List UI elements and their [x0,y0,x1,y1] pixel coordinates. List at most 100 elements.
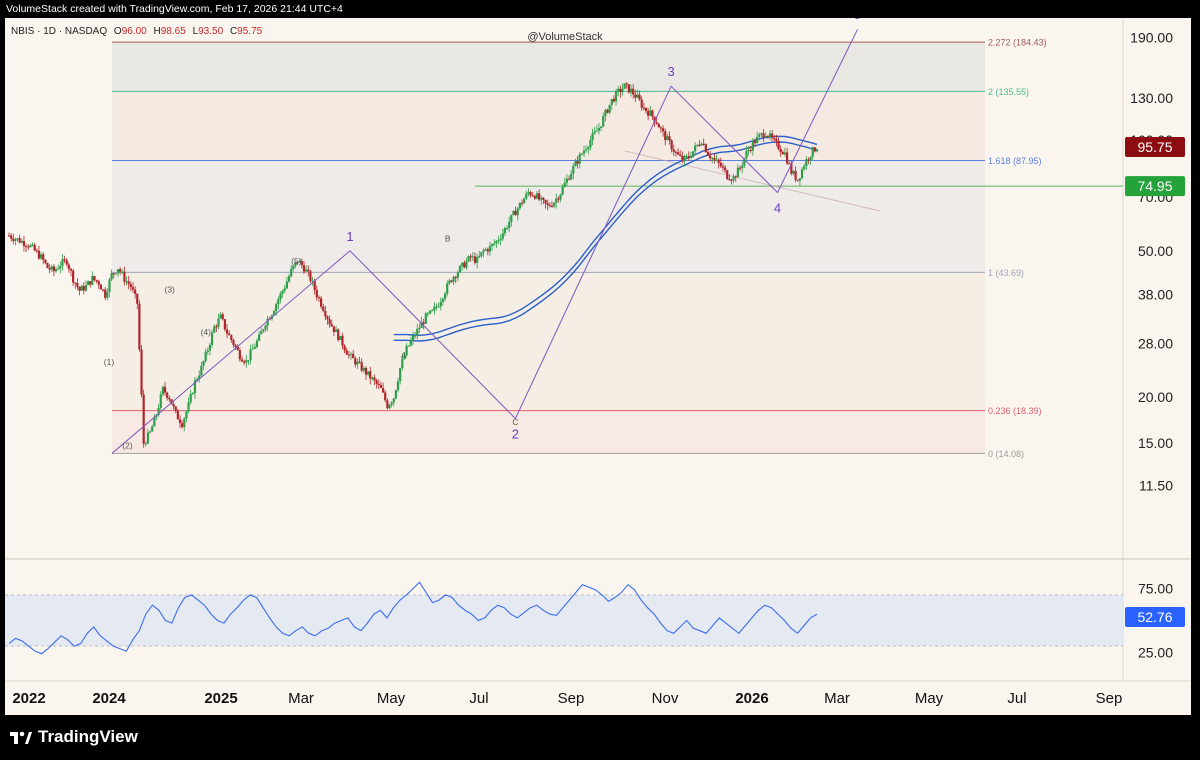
fib-retracement[interactable]: 0 (14.08) 0.236 (18.39) 1 (43.69) 1.618 (87… [112,38,1047,459]
header-text: VolumeStack created with TradingView.com… [6,3,343,15]
candle-body [148,431,152,433]
candle-body [593,131,596,134]
chart-svg[interactable]: 0 (14.08) 0.236 (18.39) 1 (43.69) 1.618 (87… [5,0,1191,715]
candle-body [813,147,816,152]
elliott-wave-path[interactable] [111,28,859,454]
low-label: L [193,26,199,37]
fib-zone-3 [112,91,985,161]
candle-body [726,170,729,180]
price-badge-label: 95.75 [1137,139,1172,155]
candle-body [29,245,32,248]
rsi-tick-label: 75.00 [1138,581,1173,597]
candle-body [183,418,186,428]
candle-body [298,261,301,263]
candle-body [535,193,539,199]
open-label: O [114,26,122,37]
candle-body [134,289,137,294]
candle-body [732,176,735,181]
candle-body [204,351,207,362]
candle-body [632,88,635,95]
time-axis[interactable]: 2022 2024 2025 Mar May Jul Sep Nov 2026 Mar May Jul… [12,690,1122,707]
candle-body [89,281,92,285]
candle-body [373,377,376,381]
wave-label-4: 4 [774,201,781,216]
candle-body [78,286,81,291]
candle-body [369,371,372,379]
candle-body [174,406,177,411]
candle-body [219,314,222,319]
rsi-band [5,594,1123,647]
candle-body [223,319,226,330]
footer-bar: TradingView [0,720,1200,760]
price-tick-label: 15.00 [1138,435,1173,451]
candle-body [711,157,714,159]
candle-body [138,303,141,350]
candle-body [414,335,417,337]
candle-body [317,297,321,299]
candle-body [600,126,603,129]
candle-body [644,107,648,112]
candle-body [629,88,633,93]
close-label: C [230,26,237,37]
minor-label: A [401,350,407,360]
candle-body [238,350,241,360]
candle-body [200,365,203,376]
candle-body [14,239,17,241]
candle-body [46,262,49,269]
candle-body [42,254,45,260]
candle-body [196,379,199,381]
candle-body [352,353,355,359]
minor-label: (2) [122,441,133,451]
candle-body [443,293,447,299]
candle-body [783,152,787,155]
candle-body [807,159,810,161]
price-tick-label: 50.00 [1138,243,1173,259]
time-tick-label: May [915,690,944,707]
rsi-line[interactable] [8,581,818,655]
candle-body [700,143,703,146]
candle-body [563,182,566,187]
candle-body [225,329,229,334]
candle-body [610,98,613,105]
candle-body [69,268,73,271]
candle-body [377,383,380,385]
minor-label: (1) [104,357,115,367]
candle-body [582,150,586,154]
minor-label: (3) [164,285,175,295]
candle-body [208,344,212,351]
candle-body [172,404,175,407]
fib-zone-4 [112,42,985,92]
candle-body [245,360,248,363]
candle-body [505,227,509,229]
candle-body [567,178,571,180]
candle-body [210,332,214,345]
candle-body [542,197,545,200]
price-axis[interactable]: 325.00250.00190.00130.00100.0070.0050.00… [1130,0,1173,494]
candle-body [328,319,331,325]
candle-body [305,269,308,272]
candle-body [131,287,135,290]
candle-body [91,276,94,285]
time-tick-label: Sep [1096,690,1123,707]
candle-body [379,384,383,388]
candle-body [508,221,511,228]
time-tick-label: Sep [558,690,585,707]
candle-body [52,266,55,272]
candle-body [33,244,36,251]
candle-body [559,194,562,200]
price-tick-label: 20.00 [1138,389,1173,405]
candlesticks [7,82,819,448]
candle-body [136,293,139,304]
candle-body [95,279,98,282]
candle-body [217,318,220,327]
candle-body [287,276,291,282]
candle-body [144,443,147,445]
candle-body [497,240,500,242]
candle-body [792,171,795,174]
candle-body [465,261,468,268]
candle-body [435,306,438,308]
candle-body [110,273,113,280]
candle-body [585,149,588,151]
candle-body [694,145,697,152]
descending-trendline[interactable] [624,150,881,212]
